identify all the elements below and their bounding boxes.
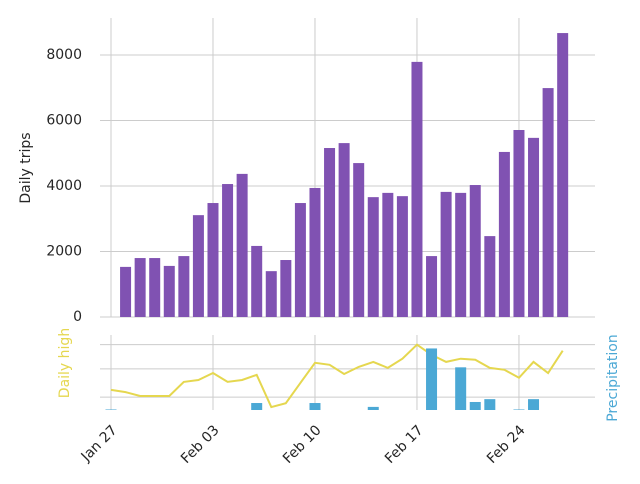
bar bbox=[513, 130, 525, 317]
bar bbox=[528, 137, 540, 317]
bar bbox=[396, 196, 408, 317]
x-tick-label: Feb 03 bbox=[178, 422, 223, 467]
bar bbox=[469, 185, 481, 317]
bar bbox=[192, 215, 204, 317]
bar bbox=[294, 203, 306, 317]
y-tick-label: 8000 bbox=[46, 47, 82, 63]
bar bbox=[382, 192, 394, 317]
bar bbox=[222, 184, 234, 317]
precip-bar bbox=[455, 367, 467, 410]
precip-bar bbox=[367, 406, 379, 410]
bar bbox=[455, 192, 467, 317]
bar bbox=[207, 203, 219, 317]
precip-bar bbox=[426, 348, 438, 410]
bar bbox=[280, 260, 292, 317]
bar bbox=[236, 173, 248, 317]
bar bbox=[498, 151, 510, 317]
precip-bar bbox=[251, 403, 263, 410]
x-tick-label: Feb 24 bbox=[484, 422, 529, 467]
bar bbox=[440, 191, 452, 317]
y-axis-label: Daily trips bbox=[18, 132, 34, 203]
x-tick-label: Feb 17 bbox=[382, 422, 427, 467]
bar bbox=[251, 245, 263, 317]
bar bbox=[134, 258, 146, 317]
precip-bar bbox=[469, 401, 481, 410]
y-tick-label: 0 bbox=[73, 309, 82, 325]
bar bbox=[265, 271, 277, 317]
y-tick-label: 6000 bbox=[46, 113, 82, 129]
x-tick-label: Feb 10 bbox=[280, 422, 325, 467]
precip-bar bbox=[513, 409, 525, 410]
precip-bar bbox=[309, 403, 321, 410]
bar bbox=[353, 163, 365, 317]
bar bbox=[163, 265, 175, 317]
x-tick-label: Jan 27 bbox=[78, 422, 121, 465]
line bbox=[110, 343, 564, 409]
y2-axis-label: Precipitation bbox=[605, 334, 621, 422]
bar bbox=[120, 266, 132, 317]
bar bbox=[484, 236, 496, 317]
bar bbox=[367, 197, 379, 317]
bar bbox=[542, 88, 554, 317]
bar bbox=[324, 148, 336, 317]
y-axis-label: Daily high bbox=[57, 328, 73, 398]
y-tick-label: 2000 bbox=[46, 244, 82, 260]
bar bbox=[149, 258, 161, 317]
bar bbox=[178, 256, 190, 317]
bar bbox=[411, 61, 423, 318]
precip-bar bbox=[105, 409, 117, 410]
precip-bar bbox=[528, 399, 540, 410]
bar bbox=[557, 33, 569, 317]
bar bbox=[426, 256, 438, 317]
precip-bar bbox=[484, 399, 496, 410]
y-tick-label: 4000 bbox=[46, 178, 82, 194]
bar bbox=[309, 187, 321, 317]
bar bbox=[338, 143, 350, 317]
